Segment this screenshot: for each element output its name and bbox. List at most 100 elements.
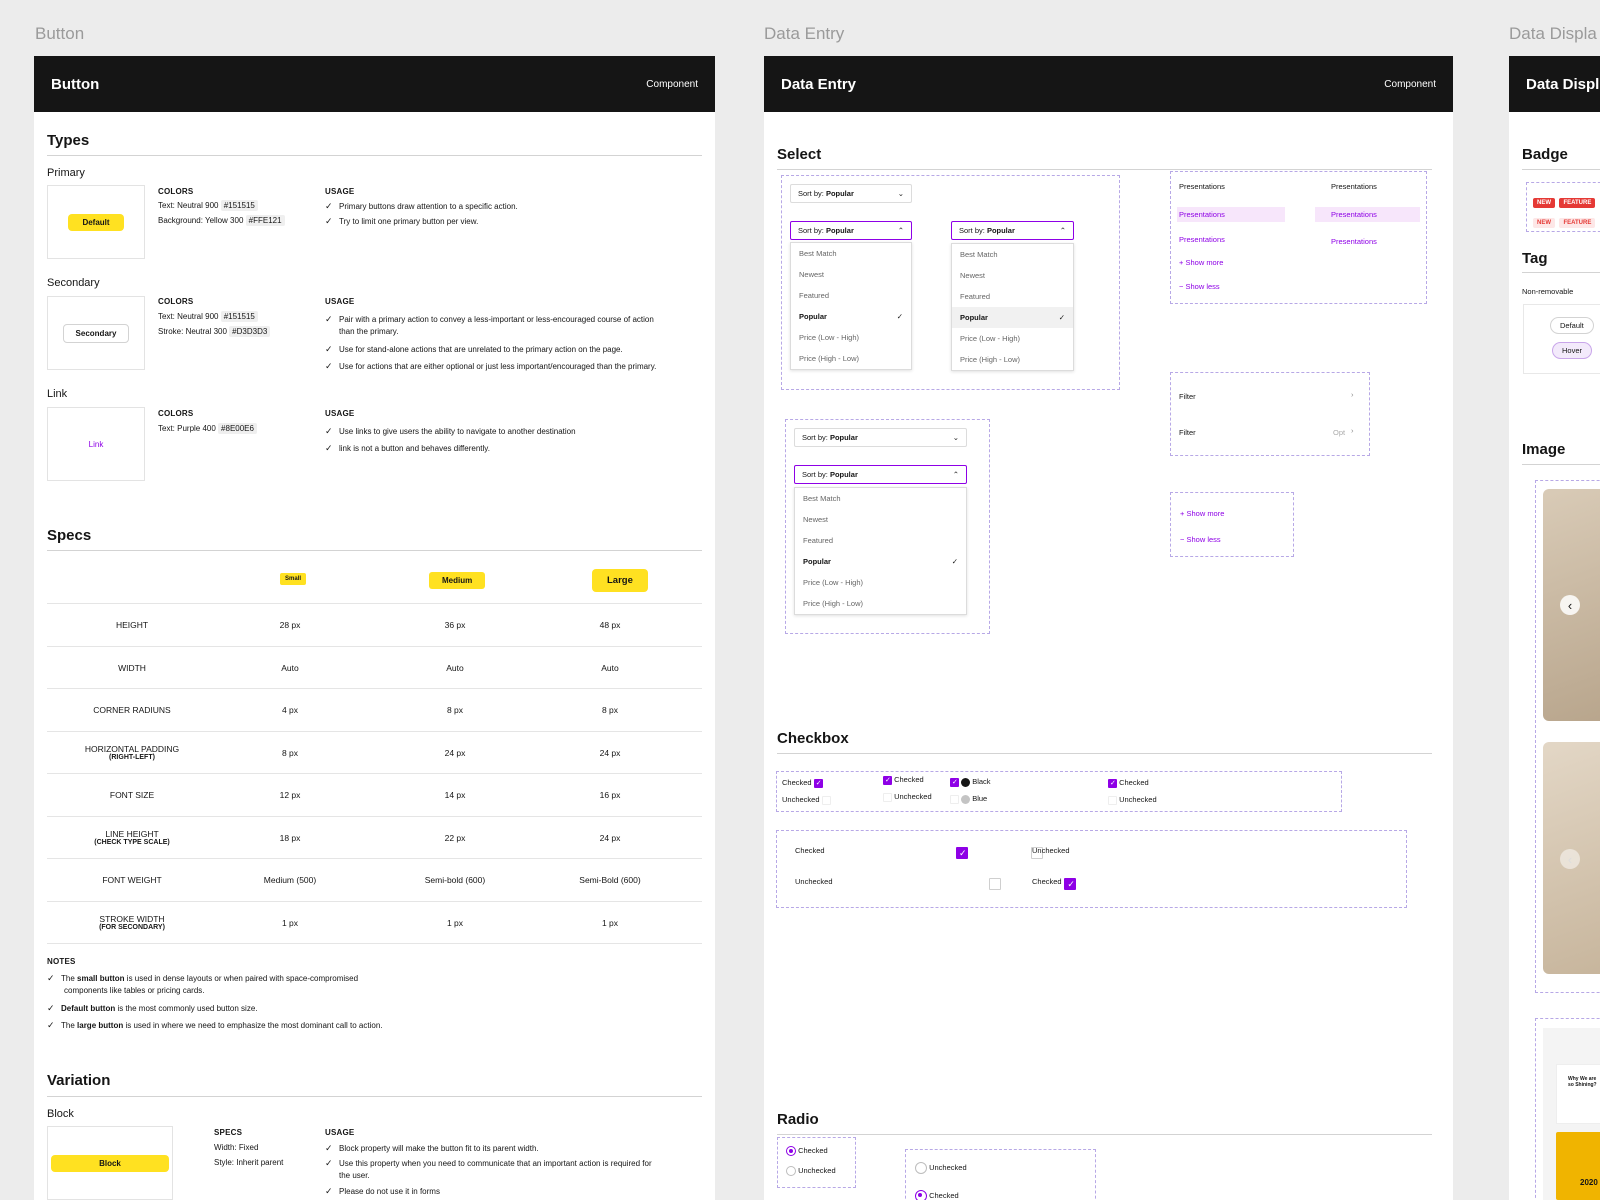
filter-row[interactable]: Filter [1179, 392, 1196, 401]
spec-value: 24 px [444, 747, 466, 758]
checkbox-row[interactable]: Unchecked [782, 795, 831, 805]
menu-option-label: Price (Low - High) [960, 334, 1021, 343]
checkbox-row[interactable]: Checked [883, 775, 924, 785]
checkbox-checked[interactable] [950, 777, 959, 787]
show-less-link[interactable]: − Show less [1179, 282, 1220, 291]
usage-text: Try to limit one primary button per view… [339, 217, 479, 226]
list-item[interactable]: Presentations [1331, 237, 1377, 246]
spec-value: 1 px [446, 917, 464, 928]
small-button[interactable]: Small [280, 573, 307, 585]
divider [47, 550, 702, 551]
menu-option[interactable]: Price (Low - High) [952, 328, 1073, 349]
menu-option-label: Newest [799, 270, 825, 279]
variation-title: Variation [47, 1072, 111, 1089]
sort-select[interactable]: Sort by: Popular ⌄ [794, 428, 967, 447]
menu-option[interactable]: Price (Low - High) [791, 327, 911, 348]
filter-row[interactable]: Filter [1179, 428, 1196, 437]
color-checkbox-row[interactable]: Blue [950, 794, 987, 804]
minus-icon: − [1180, 535, 1187, 544]
radio-checked[interactable] [915, 1190, 927, 1200]
divider [1522, 272, 1600, 273]
tag-hover[interactable]: Hover [1552, 342, 1593, 359]
large-button[interactable]: Large [592, 569, 648, 592]
menu-option[interactable]: Best Match [952, 244, 1073, 265]
list-item-active[interactable]: Presentations [1177, 207, 1285, 222]
chevron-left-icon[interactable]: ‹ [1560, 849, 1580, 869]
list-item[interactable]: Presentations [1331, 182, 1377, 191]
checkbox-unchecked[interactable] [988, 877, 1001, 890]
menu-option[interactable]: Featured [791, 285, 911, 306]
checkbox-unchecked[interactable] [1108, 795, 1117, 805]
thumbnail-image [1556, 1132, 1600, 1200]
check-icon: ✓ [325, 1143, 333, 1153]
menu-option[interactable]: Featured [952, 286, 1073, 307]
list-item[interactable]: Presentations [1179, 235, 1225, 244]
usage-text: link is not a button and behaves differe… [339, 444, 490, 453]
checkbox-unchecked[interactable] [950, 794, 959, 804]
sort-select-open[interactable]: Sort by: Popular ⌃ [794, 465, 967, 484]
chevron-left-icon[interactable]: ‹ [1560, 595, 1580, 615]
checkbox-checked[interactable] [956, 846, 968, 859]
checkbox-row[interactable]: Checked [782, 778, 823, 788]
usage-item: ✓ Use for stand-alone actions that are un… [325, 344, 623, 355]
menu-option[interactable]: Best Match [791, 243, 911, 264]
link-button[interactable]: Link [88, 439, 104, 449]
sort-select[interactable]: Sort by: Popular ⌄ [790, 184, 912, 203]
radio-row[interactable]: Checked [915, 1190, 959, 1200]
radio-checked[interactable] [786, 1146, 796, 1157]
checkbox-row[interactable]: Unchecked [1108, 795, 1157, 805]
checkbox-demo-group [776, 771, 1342, 812]
checkbox-unchecked[interactable] [821, 795, 831, 805]
sort-select-open[interactable]: Sort by: Popular ⌃ [951, 221, 1074, 240]
select-title: Select [777, 146, 822, 163]
medium-button[interactable]: Medium [429, 572, 486, 589]
checkbox-unchecked[interactable] [1031, 846, 1044, 859]
radio-row[interactable]: Unchecked [786, 1166, 836, 1177]
show-more-link[interactable]: + Show more [1179, 258, 1223, 267]
menu-option[interactable]: Price (High - Low) [795, 593, 966, 614]
radio-unchecked[interactable] [786, 1166, 796, 1177]
menu-option[interactable]: Popular ✓ [791, 306, 911, 327]
radio-row[interactable]: Checked [786, 1146, 828, 1157]
primary-button[interactable]: Default [68, 213, 124, 231]
spec-value: 24 px [599, 747, 621, 758]
spec-label: STROKE WIDTH (FOR SECONDARY) [47, 902, 217, 944]
checkbox-checked[interactable] [1064, 877, 1077, 890]
usage-text: Use for actions that are either optional… [339, 362, 657, 371]
sort-select-open[interactable]: Sort by: Popular ⌃ [790, 221, 912, 240]
menu-option[interactable]: Price (High - Low) [952, 349, 1073, 370]
block-button[interactable]: Block [51, 1154, 169, 1172]
secondary-button[interactable]: Secondary [62, 323, 130, 343]
menu-option[interactable]: Newest [952, 265, 1073, 286]
checkbox-row[interactable]: Unchecked [883, 792, 932, 802]
checkbox-row[interactable]: Checked [1108, 778, 1149, 788]
badge-demo-group [1526, 182, 1600, 232]
divider [777, 1134, 1432, 1135]
radio-label: Unchecked [798, 1166, 836, 1175]
spec-value: Auto [281, 662, 299, 673]
menu-option[interactable]: Featured [795, 530, 966, 551]
menu-option[interactable]: Price (High - Low) [791, 348, 911, 369]
radio-unchecked[interactable] [915, 1162, 927, 1174]
checkbox-checked[interactable] [1108, 778, 1117, 788]
menu-option[interactable]: Newest [795, 509, 966, 530]
show-less-link[interactable]: − Show less [1180, 535, 1221, 544]
show-more-link[interactable]: + Show more [1180, 509, 1224, 518]
spec-label: FONT WEIGHT [47, 859, 217, 901]
menu-option[interactable]: Newest [791, 264, 911, 285]
menu-option[interactable]: Popular ✓ [795, 551, 966, 572]
year-label: 2020 [1580, 1178, 1598, 1187]
radio-row[interactable]: Unchecked [915, 1162, 967, 1174]
list-item[interactable]: Presentations [1179, 182, 1225, 191]
menu-option[interactable]: Price (Low - High) [795, 572, 966, 593]
tag-default[interactable]: Default [1550, 317, 1594, 334]
color-checkbox-row[interactable]: Black [950, 777, 991, 787]
menu-option[interactable]: Popular ✓ [952, 307, 1073, 328]
checkbox-checked[interactable] [813, 778, 823, 788]
checkbox-checked[interactable] [883, 775, 892, 785]
thumbnail-card [1556, 1064, 1600, 1124]
usage-text: Use links to give users the ability to n… [339, 427, 576, 436]
list-item-active[interactable]: Presentations [1315, 207, 1420, 222]
menu-option[interactable]: Best Match [795, 488, 966, 509]
checkbox-unchecked[interactable] [883, 792, 892, 802]
